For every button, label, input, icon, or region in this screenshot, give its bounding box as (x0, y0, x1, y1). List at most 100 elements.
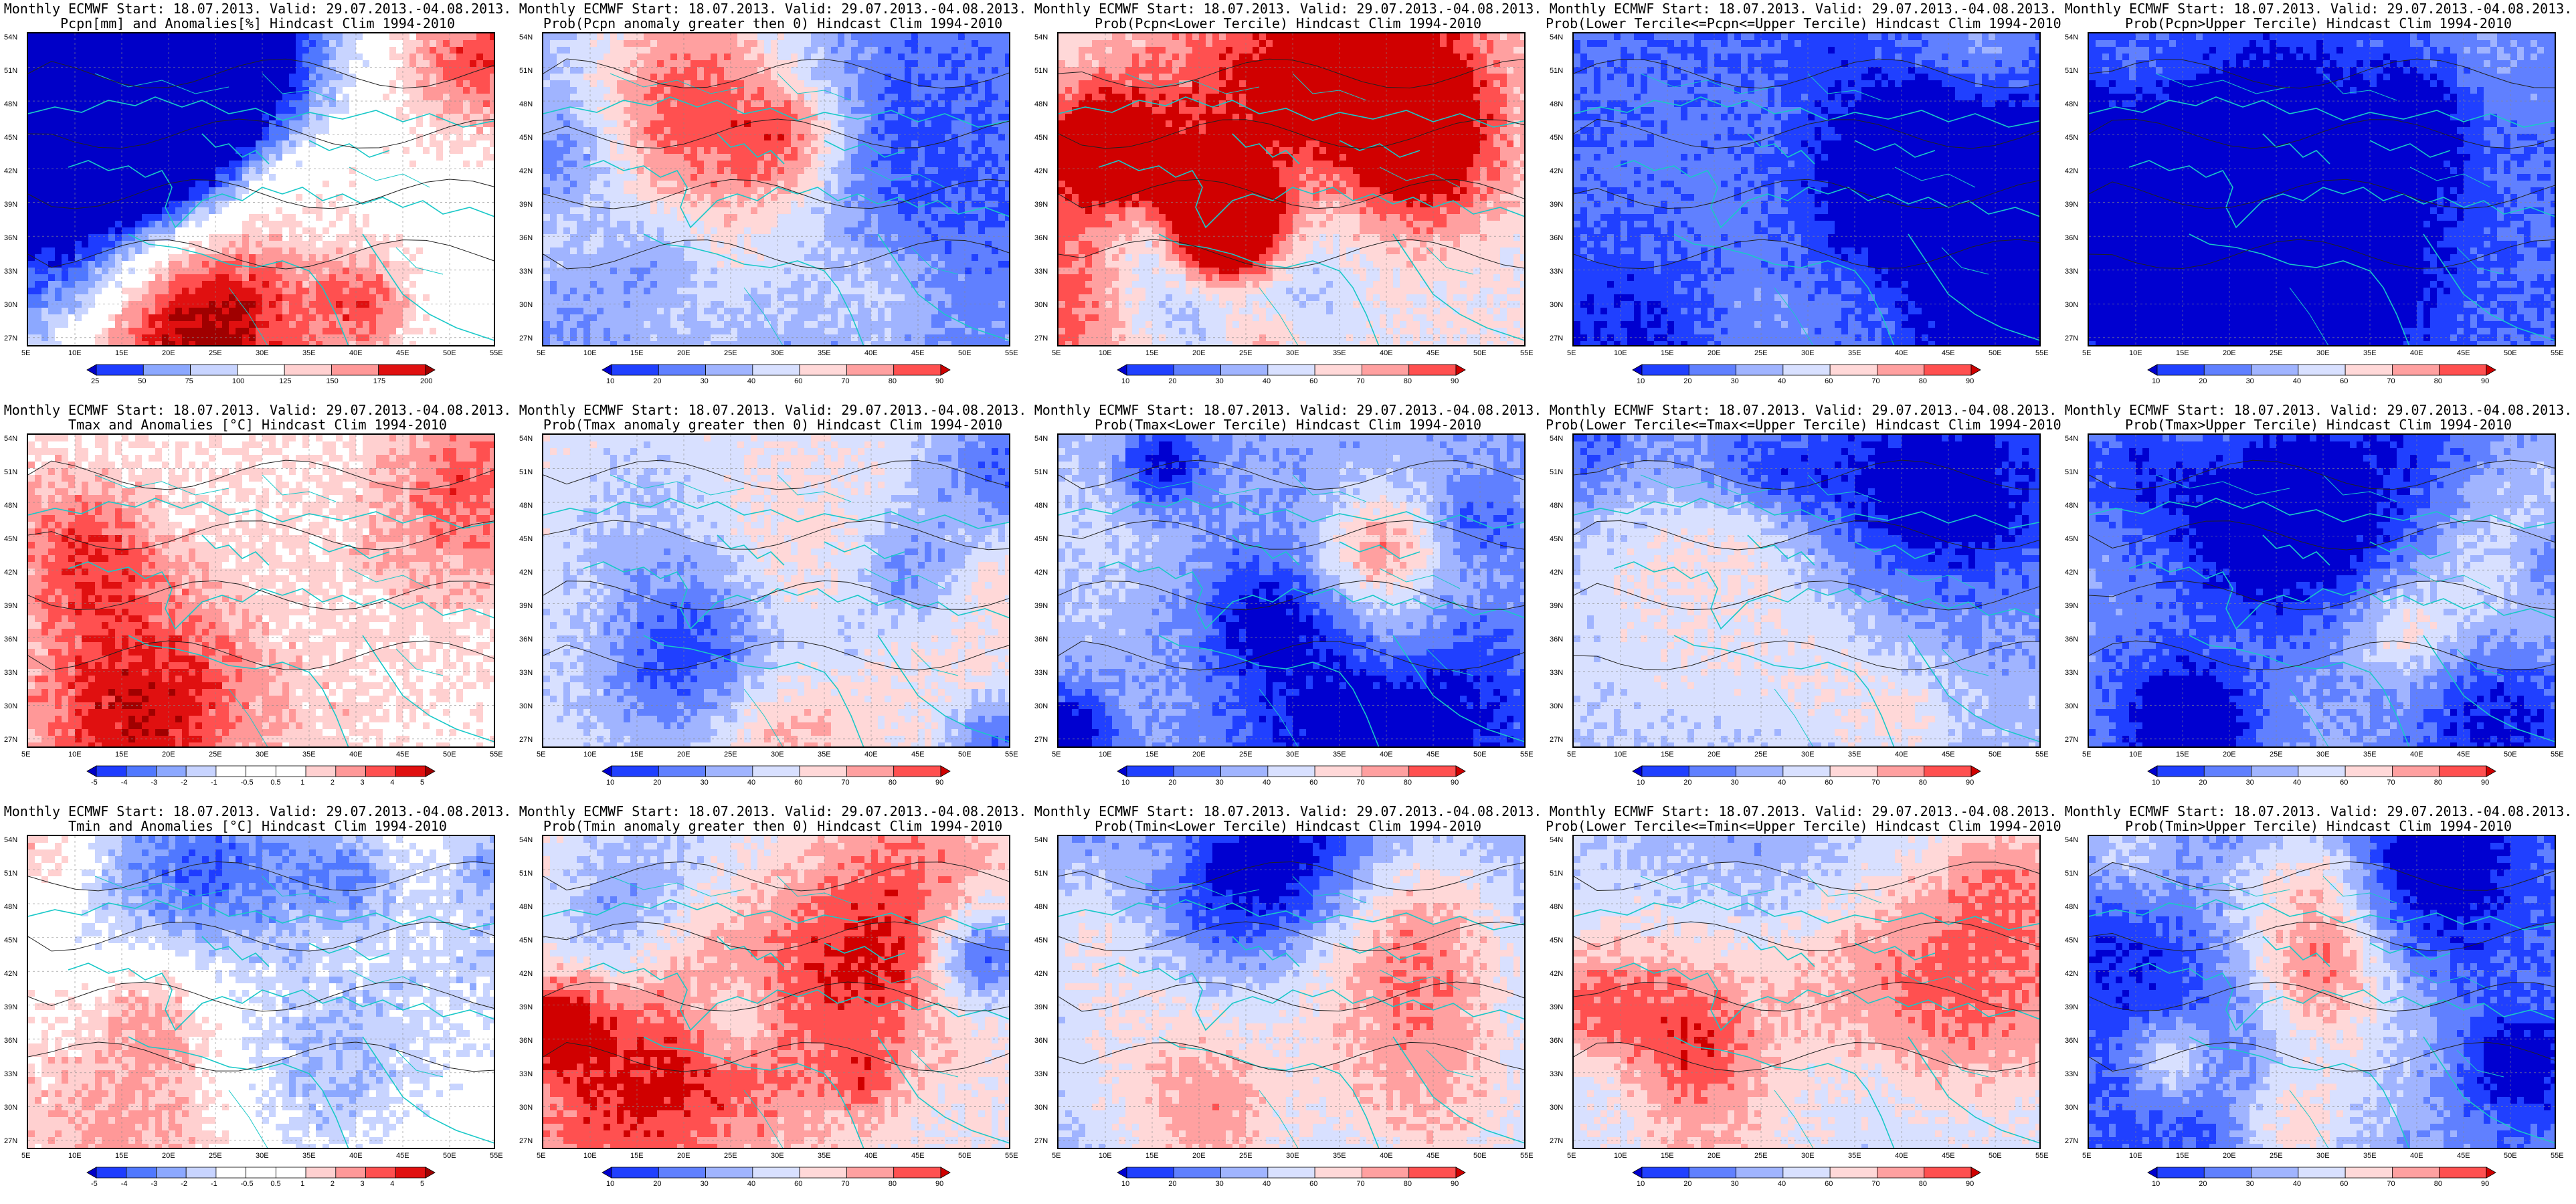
lat-tick-label: 54N (1034, 836, 1048, 844)
colorbar-tick-label: 75 (185, 377, 193, 385)
lon-tick-label: 5E (537, 349, 545, 357)
lat-tick-label: 54N (1550, 33, 1563, 41)
lat-tick-label: 48N (519, 100, 533, 108)
map-panel-pcpn-prob-upper: Monthly ECMWF Start: 18.07.2013. Valid: … (2061, 0, 2576, 401)
lon-tick-label: 55E (490, 750, 503, 759)
lat-tick-label: 48N (1550, 502, 1563, 510)
lon-tick-label: 20E (1708, 1152, 1721, 1160)
graticule (1574, 435, 2039, 746)
colorbar-tick-label: 20 (2199, 377, 2207, 385)
colorbar-tick-label: 20 (653, 1180, 661, 1188)
lon-tick-label: 10E (1099, 750, 1112, 759)
borders (1640, 73, 1989, 345)
lat-tick-label: 45N (519, 535, 533, 543)
lon-tick-label: 40E (349, 750, 363, 759)
lat-tick-label: 54N (1034, 33, 1048, 41)
lat-tick-label: 51N (519, 870, 533, 878)
colorbar-tick-label: 20 (2199, 779, 2207, 787)
lon-tick-label: 50E (1473, 750, 1487, 759)
lon-tick-label: 5E (21, 1152, 30, 1160)
colorbar (86, 765, 436, 777)
lat-tick-label: 30N (1550, 702, 1563, 710)
colorbar-tick-label: 10 (2152, 377, 2160, 385)
lon-tick-label: 10E (2129, 349, 2142, 357)
map-panel-tmax-prob-upper: Monthly ECMWF Start: 18.07.2013. Valid: … (2061, 401, 2576, 803)
colorbar-tick-label: 80 (2434, 779, 2442, 787)
lon-tick-label: 30E (1286, 750, 1299, 759)
map-panel-tmax-anom: Monthly ECMWF Start: 18.07.2013. Valid: … (0, 401, 515, 803)
lat-tick-label: 54N (2065, 435, 2078, 443)
lat-tick-label: 42N (519, 167, 533, 175)
graticule (543, 33, 1009, 345)
lat-tick-label: 33N (1550, 268, 1563, 276)
panel-title-line2: Prob(Pcpn anomaly greater then 0) Hindca… (515, 16, 1030, 31)
lon-tick-label: 20E (677, 349, 691, 357)
colorbar-tick-label: 90 (935, 1180, 943, 1188)
lon-tick-label: 40E (1895, 349, 1908, 357)
lon-tick-label: 55E (1520, 1152, 1534, 1160)
lat-tick-label: 54N (4, 33, 17, 41)
lon-tick-label: 25E (1239, 349, 1253, 357)
colorbar-tick-label: 200 (420, 377, 432, 385)
lon-tick-label: 50E (443, 750, 456, 759)
panel-title-line1: Monthly ECMWF Start: 18.07.2013. Valid: … (1546, 403, 2061, 417)
lat-tick-label: 33N (519, 268, 533, 276)
colorbar (1117, 765, 1466, 777)
lat-tick-label: 48N (519, 502, 533, 510)
lon-tick-label: 5E (2082, 1152, 2091, 1160)
colorbar-tick-label: 40 (2293, 1180, 2301, 1188)
lon-tick-label: 40E (2410, 1152, 2423, 1160)
colorbar-tick-label: 60 (1309, 779, 1317, 787)
lon-tick-label: 10E (68, 349, 82, 357)
coastlines (1059, 498, 1524, 746)
lon-tick-label: 45E (911, 750, 925, 759)
lat-tick-label: 54N (2065, 836, 2078, 844)
lon-tick-label: 35E (818, 349, 831, 357)
lat-tick-label: 27N (2065, 1137, 2078, 1145)
coastlines (28, 498, 494, 746)
lat-tick-label: 45N (4, 134, 17, 142)
contours (28, 861, 494, 1072)
lat-tick-label: 45N (4, 535, 17, 543)
lon-tick-label: 35E (302, 349, 316, 357)
colorbar-tick-label: 30 (701, 1180, 709, 1188)
colorbar-tick-label: 70 (1871, 1180, 1879, 1188)
lon-tick-label: 50E (1989, 1152, 2002, 1160)
panel-title-line1: Monthly ECMWF Start: 18.07.2013. Valid: … (2061, 403, 2576, 417)
lon-tick-label: 55E (1520, 750, 1534, 759)
lon-tick-label: 35E (302, 750, 316, 759)
lon-tick-label: 30E (2316, 349, 2330, 357)
graticule (1059, 435, 1524, 746)
lon-tick-label: 10E (1614, 349, 1627, 357)
lon-tick-label: 45E (396, 750, 409, 759)
field-shading (2089, 836, 2555, 1148)
lon-tick-label: 5E (1052, 750, 1061, 759)
colorbar-tick-label: 0.5 (270, 779, 280, 787)
lon-tick-label: 40E (2410, 349, 2423, 357)
colorbar-tick-label: 20 (2199, 1180, 2207, 1188)
colorbar-tick-label: 60 (1309, 377, 1317, 385)
colorbar-tick-label: 80 (1404, 377, 1412, 385)
colorbar-tick-label: 70 (1356, 377, 1364, 385)
colorbar-tick-label: 60 (794, 377, 802, 385)
lat-tick-label: 48N (1034, 903, 1048, 911)
lon-tick-label: 50E (443, 1152, 456, 1160)
lon-tick-label: 5E (21, 750, 30, 759)
colorbar-tick-label: 90 (935, 779, 943, 787)
lon-tick-label: 50E (958, 1152, 972, 1160)
lat-tick-label: 42N (1034, 167, 1048, 175)
lat-tick-label: 27N (4, 1137, 17, 1145)
contours (2089, 861, 2555, 1072)
colorbar-tick-label: 20 (1168, 1180, 1176, 1188)
lon-tick-label: 50E (1473, 1152, 1487, 1160)
coastlines (1059, 899, 1524, 1148)
colorbar (86, 364, 436, 376)
lat-tick-label: 33N (4, 268, 17, 276)
lon-tick-label: 30E (1801, 750, 1815, 759)
colorbar-tick-label: -1 (211, 1180, 217, 1188)
lat-tick-label: 39N (1034, 1003, 1048, 1011)
lon-tick-label: 45E (396, 349, 409, 357)
lat-tick-label: 30N (1034, 1104, 1048, 1112)
colorbar-tick-label: 70 (2387, 377, 2395, 385)
colorbar-tick-label: -3 (151, 779, 157, 787)
